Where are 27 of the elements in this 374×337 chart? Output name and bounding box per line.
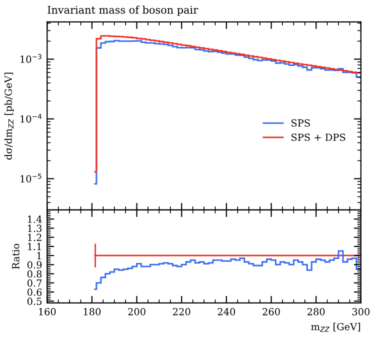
x-axis-title: m$_{ZZ}$ [GeV] [311,322,360,332]
y-axis-title: Ratio [12,244,20,270]
y-tick-label: 10$^{−5}$ [20,174,42,182]
y-tick-label: 0.6 [27,288,42,296]
y-tick-label: 10$^{−3}$ [20,54,42,63]
y-tick-label: 1 [37,252,41,260]
y-tick-label: 1.2 [28,234,42,242]
y-tick-label: 1.3 [28,224,42,232]
x-tick-label: 180 [84,308,101,316]
chart-title: Invariant mass of boson pair [48,6,198,16]
series-label: SPS [292,119,310,127]
x-tick-label: 200 [128,308,146,316]
x-tick-label: 160 [39,308,56,316]
y-tick-label: 0.7 [27,279,42,287]
y-tick-label: 1.4 [28,216,42,223]
y-tick-label: 1.1 [28,242,41,250]
y-tick-label: 10$^{−4}$ [20,114,42,123]
x-tick-label: 260 [262,308,280,316]
y-tick-label: 0.5 [27,298,42,305]
x-tick-label: 300 [352,308,370,316]
series-label: SPS + DPS [292,134,346,141]
y-tick-label: 0.8 [27,270,42,278]
x-tick-label: 220 [172,308,190,316]
y-axis-title: dσ/dm$_{ZZ}$ [pb/GeV] [4,72,14,160]
x-tick-label: 280 [307,308,325,316]
x-tick-label: 240 [218,308,236,316]
y-tick-label: 0.9 [27,261,42,268]
